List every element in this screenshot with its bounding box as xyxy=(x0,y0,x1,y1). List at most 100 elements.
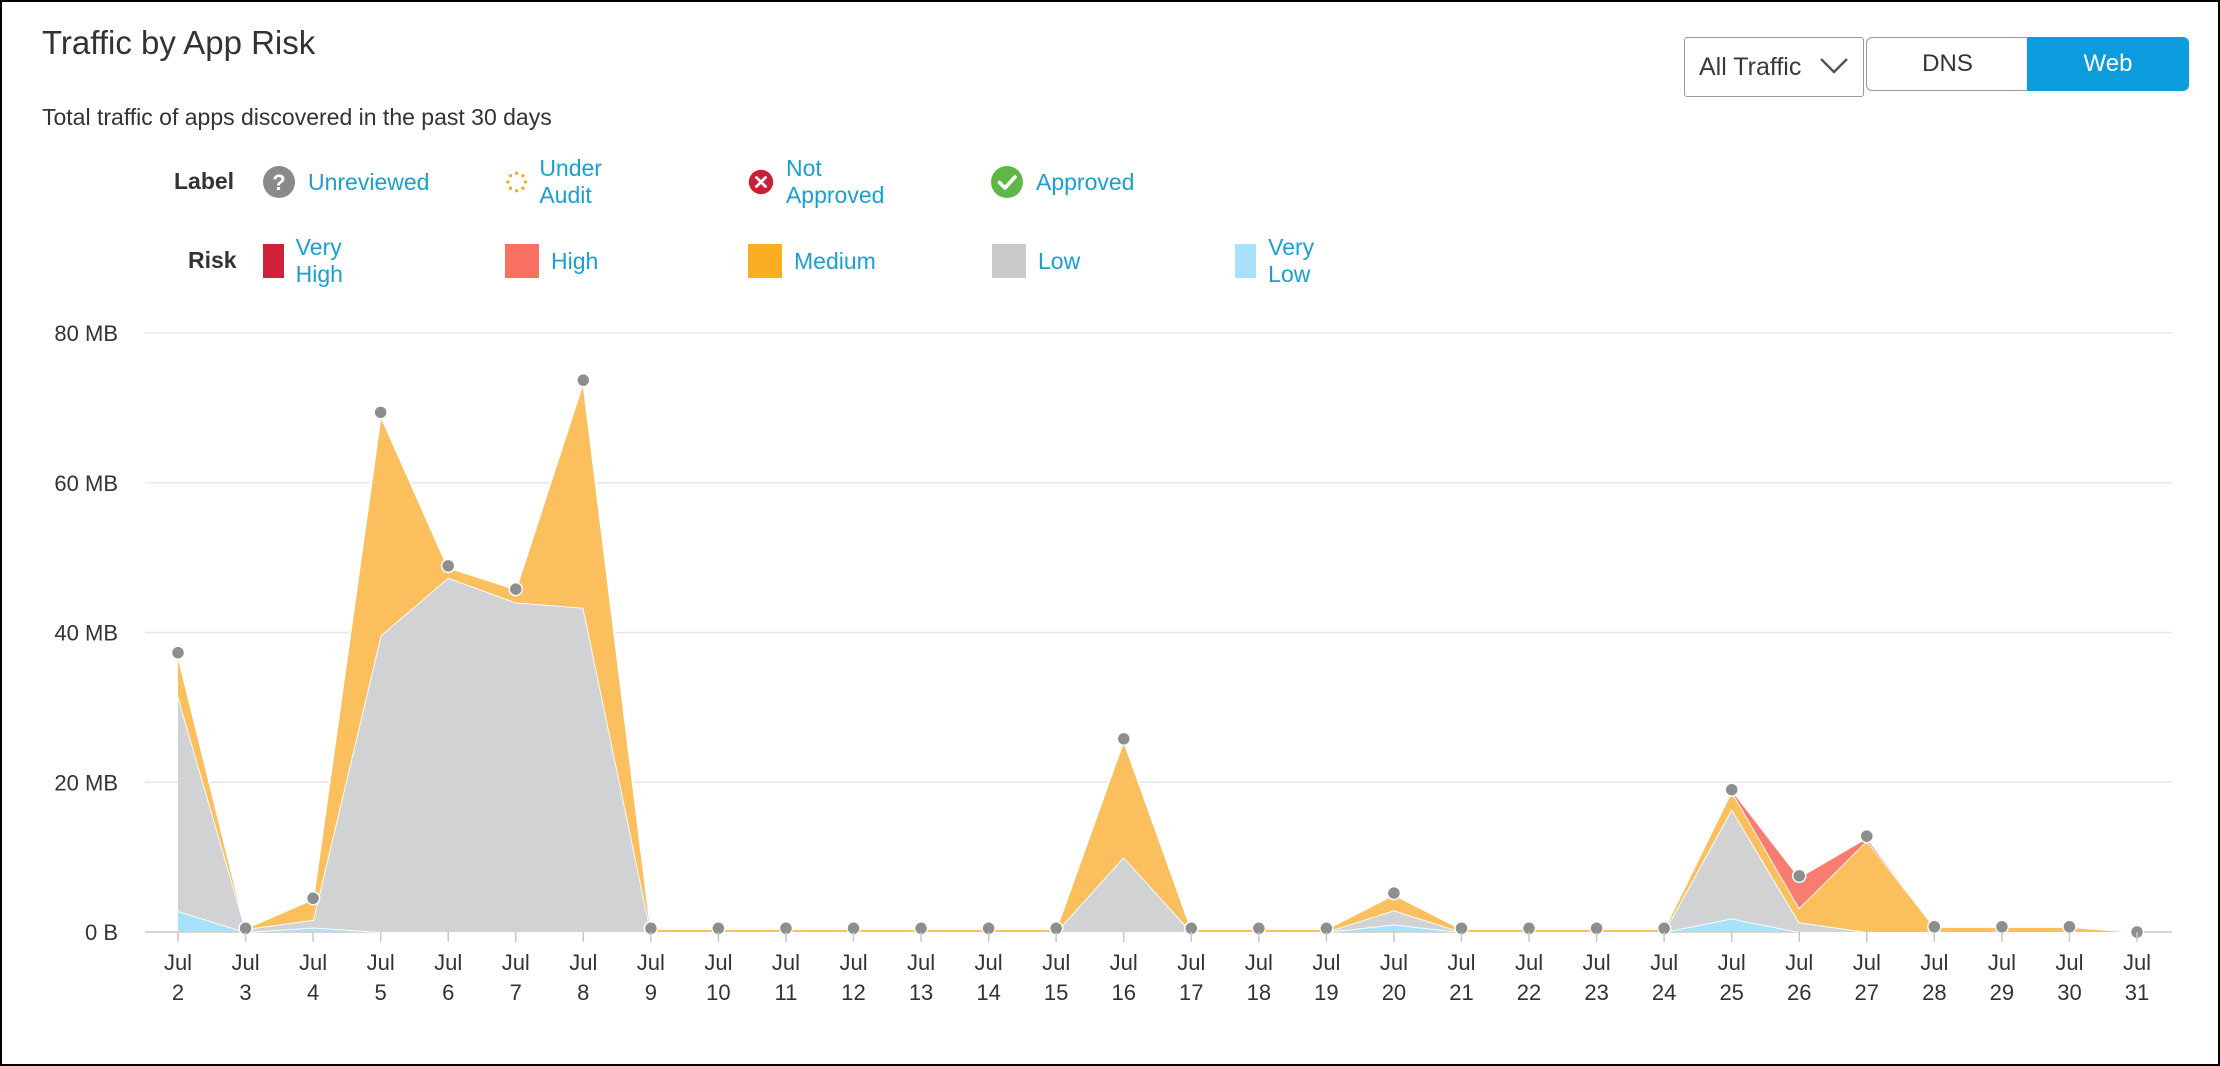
x-tick-day: 16 xyxy=(1111,980,1135,1005)
total-point xyxy=(1927,919,1942,935)
x-tick-month: Jul xyxy=(907,950,935,975)
x-tick-day: 6 xyxy=(442,980,454,1005)
y-tick-label: 20 MB xyxy=(54,770,118,795)
x-tick-month: Jul xyxy=(704,950,732,975)
y-tick-label: 40 MB xyxy=(54,621,118,646)
x-tick-month: Jul xyxy=(1853,950,1881,975)
legend-not-approved[interactable]: Not Approved xyxy=(748,155,892,208)
legend-high[interactable]: High xyxy=(505,243,598,279)
x-tick-day: 2 xyxy=(172,980,184,1005)
legend-unreviewed[interactable]: ? Unreviewed xyxy=(262,164,429,200)
x-tick-month: Jul xyxy=(367,950,395,975)
x-tick-day: 22 xyxy=(1517,980,1541,1005)
total-point xyxy=(1791,868,1807,884)
x-tick-month: Jul xyxy=(164,950,192,975)
x-tick-day: 26 xyxy=(1787,980,1811,1005)
legend-high-label: High xyxy=(551,247,599,274)
legend-low-label: Low xyxy=(1038,247,1081,274)
x-tick-month: Jul xyxy=(569,950,597,975)
x-tick-month: Jul xyxy=(502,950,530,975)
x-tick-month: Jul xyxy=(839,950,867,975)
legend-approved[interactable]: Approved xyxy=(990,164,1134,200)
legend-medium[interactable]: Medium xyxy=(748,243,876,279)
total-point xyxy=(508,581,524,597)
x-tick-month: Jul xyxy=(1380,950,1408,975)
x-tick-day: 14 xyxy=(976,980,1000,1005)
y-tick-label: 60 MB xyxy=(54,471,118,496)
chevron-down-icon xyxy=(1820,58,1848,74)
total-point xyxy=(1724,782,1739,797)
legend-not-approved-label: Not Approved xyxy=(785,155,885,208)
legend-approved-label: Approved xyxy=(1036,168,1135,195)
x-tick-day: 10 xyxy=(706,980,730,1005)
x-tick-month: Jul xyxy=(1650,950,1678,975)
x-tick-day: 4 xyxy=(307,980,319,1005)
very-high-swatch xyxy=(263,244,284,278)
legend-medium-label: Medium xyxy=(794,247,876,274)
check-circle-icon xyxy=(991,166,1023,198)
x-tick-day: 9 xyxy=(645,980,657,1005)
traffic-filter-dropdown[interactable]: All Traffic xyxy=(1684,37,1864,97)
legend-under-audit-label: Under Audit xyxy=(539,155,602,208)
y-tick-label: 0 B xyxy=(85,920,118,945)
total-point xyxy=(1859,828,1875,844)
total-point xyxy=(170,645,186,660)
x-tick-month: Jul xyxy=(772,950,800,975)
x-tick-day: 21 xyxy=(1449,980,1473,1005)
area-low xyxy=(178,577,2137,932)
x-tick-day: 19 xyxy=(1314,980,1338,1005)
x-tick-month: Jul xyxy=(1583,950,1611,975)
very-low-swatch xyxy=(1235,244,1257,278)
total-point xyxy=(373,405,388,420)
x-tick-month: Jul xyxy=(231,950,259,975)
x-tick-month: Jul xyxy=(1515,950,1543,975)
x-tick-day: 17 xyxy=(1179,980,1203,1005)
x-tick-month: Jul xyxy=(1312,950,1340,975)
x-tick-month: Jul xyxy=(1920,950,1948,975)
x-tick-day: 13 xyxy=(909,980,933,1005)
legend-very-low-label: Very Low xyxy=(1268,234,1315,287)
x-tick-day: 20 xyxy=(1382,980,1406,1005)
y-tick-label: 80 MB xyxy=(54,321,118,346)
x-tick-month: Jul xyxy=(1110,950,1138,975)
x-tick-day: 29 xyxy=(1990,980,2014,1005)
legend-very-high-label: Very High xyxy=(295,234,343,287)
x-tick-month: Jul xyxy=(2055,950,2083,975)
total-point xyxy=(1116,731,1131,747)
x-tick-day: 5 xyxy=(375,980,387,1005)
question-circle-icon: ? xyxy=(263,166,295,198)
medium-swatch xyxy=(748,244,782,278)
x-tick-month: Jul xyxy=(1447,950,1475,975)
legend-very-low[interactable]: Very Low xyxy=(1235,234,1327,287)
total-point xyxy=(305,891,321,906)
x-tick-day: 7 xyxy=(510,980,522,1005)
legend-low[interactable]: Low xyxy=(992,243,1080,279)
x-tick-month: Jul xyxy=(1042,950,1070,975)
svg-text:?: ? xyxy=(272,170,285,195)
x-tick-month: Jul xyxy=(1718,950,1746,975)
x-tick-month: Jul xyxy=(1785,950,1813,975)
chart-title: Traffic by App Risk xyxy=(42,24,316,61)
x-tick-day: 30 xyxy=(2057,980,2081,1005)
x-tick-month: Jul xyxy=(637,950,665,975)
x-tick-month: Jul xyxy=(434,950,462,975)
high-swatch xyxy=(505,244,539,278)
web-toggle-button[interactable]: Web xyxy=(2027,37,2189,91)
legend-under-audit[interactable]: Under Audit xyxy=(506,155,615,208)
dns-toggle-button[interactable]: DNS xyxy=(1866,37,2028,91)
traffic-filter-value: All Traffic xyxy=(1699,52,1802,81)
legend-very-high[interactable]: Very High xyxy=(263,234,356,287)
legend-unreviewed-label: Unreviewed xyxy=(308,168,430,195)
label-legend-heading: Label xyxy=(174,168,235,194)
x-tick-day: 15 xyxy=(1044,980,1068,1005)
x-tick-month: Jul xyxy=(1988,950,2016,975)
x-tick-day: 28 xyxy=(1922,980,1946,1005)
total-point xyxy=(1994,919,2010,935)
x-tick-day: 18 xyxy=(1247,980,1271,1005)
x-tick-month: Jul xyxy=(1177,950,1205,975)
x-tick-day: 3 xyxy=(239,980,251,1005)
area-edge-high xyxy=(177,381,2138,933)
total-point xyxy=(576,372,591,388)
x-tick-day: 11 xyxy=(775,980,798,1005)
